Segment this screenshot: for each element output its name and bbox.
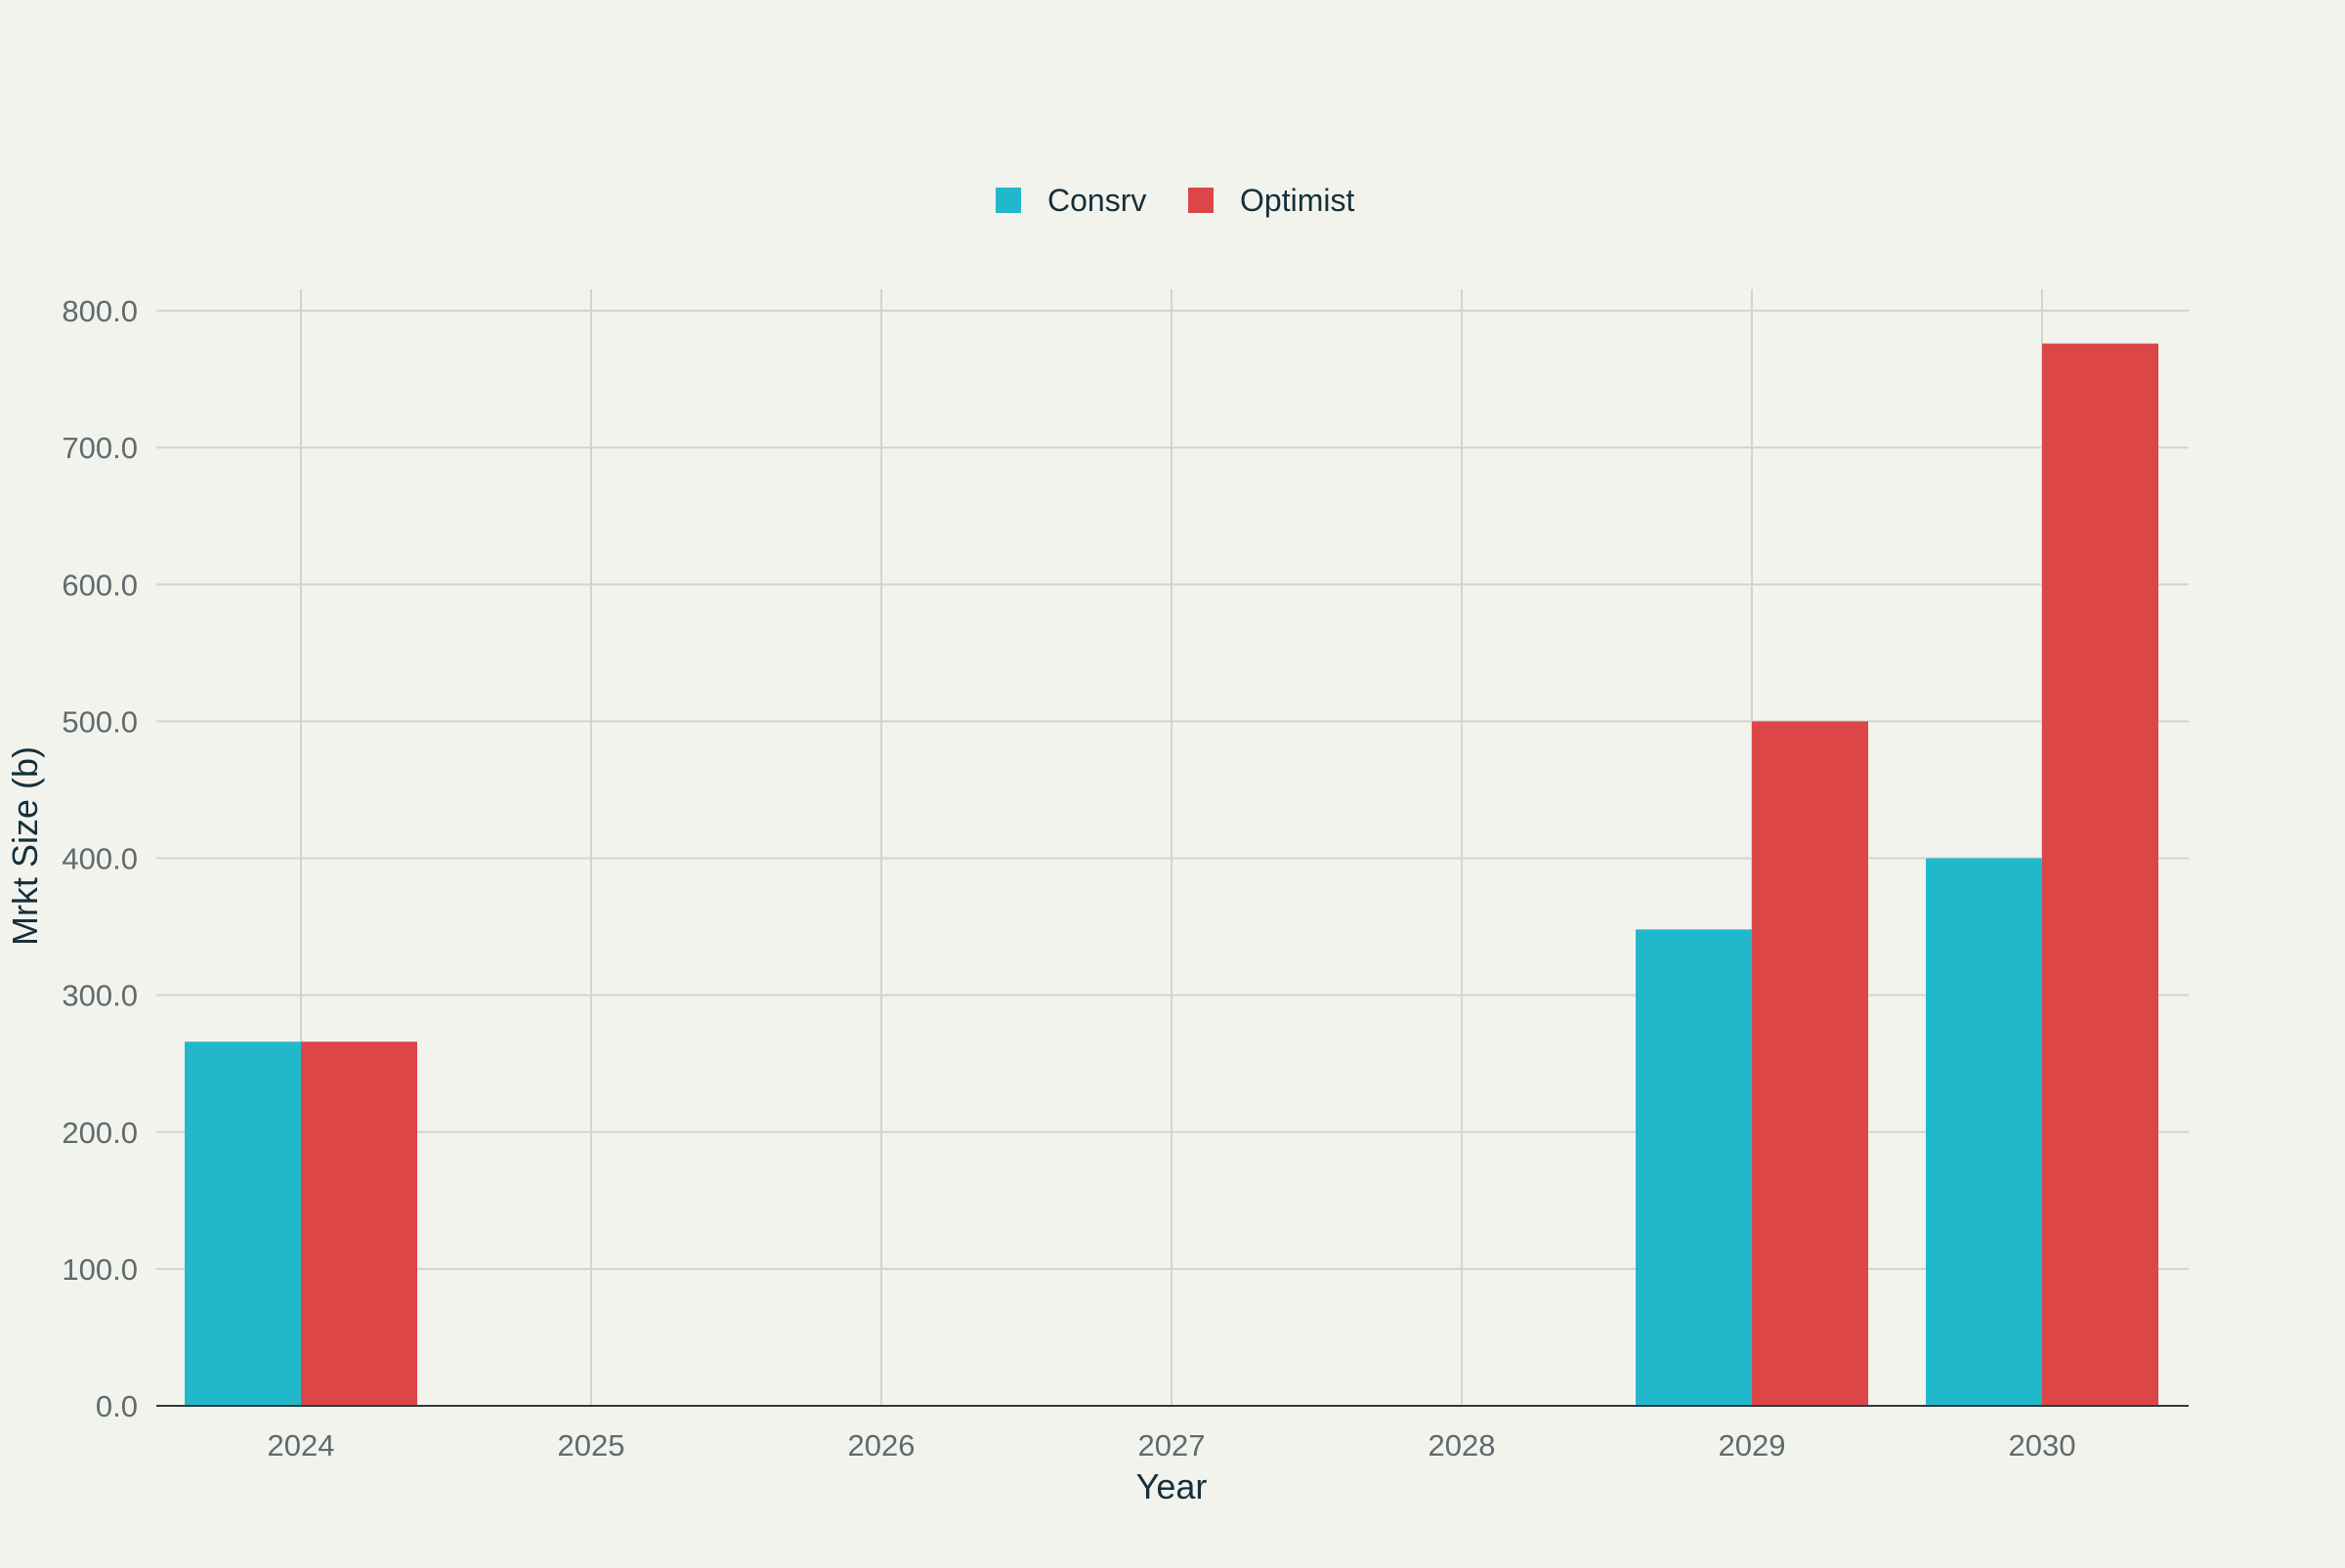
bar-consrv-2024 xyxy=(185,1041,301,1406)
x-tick-label: 2025 xyxy=(558,1428,625,1462)
y-tick-label: 800.0 xyxy=(62,294,138,328)
legend-swatch-consrv xyxy=(996,188,1021,213)
y-tick-label: 100.0 xyxy=(62,1252,138,1287)
y-tick-label: 600.0 xyxy=(62,568,138,602)
grid-lines xyxy=(156,289,2189,1406)
legend-label-consrv: Consrv xyxy=(1047,183,1146,218)
bar-optimist-2024 xyxy=(301,1041,417,1406)
bar-consrv-2030 xyxy=(1926,858,2042,1406)
x-axis-title: Year xyxy=(1136,1466,1208,1506)
x-tick-label: 2028 xyxy=(1428,1428,1496,1462)
bars xyxy=(185,343,2158,1406)
legend-label-optimist: Optimist xyxy=(1240,183,1354,218)
x-tick-label: 2024 xyxy=(268,1428,335,1462)
x-tick-label: 2029 xyxy=(1719,1428,1786,1462)
y-tick-label: 300.0 xyxy=(62,979,138,1013)
legend: Consrv Optimist xyxy=(996,183,1354,218)
x-tick-label: 2026 xyxy=(848,1428,916,1462)
y-axis-title: Mrkt Size (b) xyxy=(5,746,45,946)
y-tick-label: 700.0 xyxy=(62,431,138,465)
y-tick-label: 400.0 xyxy=(62,842,138,876)
y-tick-label: 200.0 xyxy=(62,1116,138,1150)
bar-optimist-2030 xyxy=(2042,343,2158,1406)
x-tick-label: 2030 xyxy=(2009,1428,2076,1462)
y-tick-label: 0.0 xyxy=(96,1389,138,1423)
axes: 0.0 100.0 200.0 300.0 400.0 500.0 600.0 700.0 80… xyxy=(62,294,2189,1462)
bar-consrv-2029 xyxy=(1636,929,1752,1406)
legend-swatch-optimist xyxy=(1188,188,1214,213)
x-tick-label: 2027 xyxy=(1138,1428,1206,1462)
bar-optimist-2029 xyxy=(1752,721,1868,1406)
y-tick-label: 500.0 xyxy=(62,704,138,739)
